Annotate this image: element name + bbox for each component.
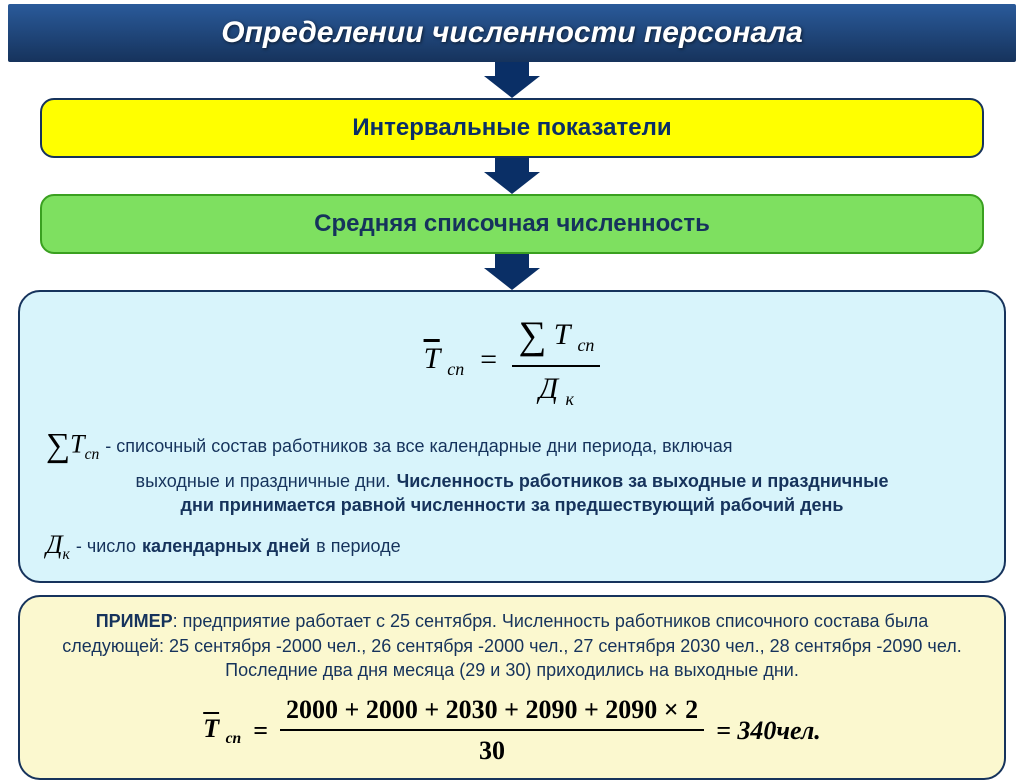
- example-label: ПРИМЕР: [96, 611, 173, 631]
- ex-den: 30: [473, 733, 511, 768]
- def1-sigma: ∑: [46, 423, 70, 469]
- def1-T: T: [70, 430, 84, 459]
- formula-lhs-sub: сп: [447, 359, 464, 379]
- box-interval-indicators: Интервальные показатели: [40, 98, 984, 158]
- def2-text-c: в периоде: [316, 534, 401, 558]
- def-1: ∑Tсп - списочный состав работников за вс…: [46, 423, 978, 469]
- ex-eq: =: [253, 713, 268, 748]
- def1-text-b: выходные и праздничные дни.: [136, 469, 391, 493]
- ex-num: 2000 + 2000 + 2030 + 2090 + 2090 × 2: [280, 692, 704, 727]
- def1-text-c: Численность работников за выходные и пра…: [397, 469, 889, 493]
- formula-num-sub: сп: [577, 335, 594, 355]
- def2-text-b: календарных дней: [142, 534, 310, 558]
- ex-rhs: = 340чел.: [716, 713, 821, 748]
- formula-den-sub: к: [566, 389, 574, 409]
- formula-panel: T сп = ∑ T сп Д к ∑Tсп - списочный соста…: [18, 290, 1006, 583]
- arrow-2: [0, 158, 1024, 194]
- arrow-1: [0, 62, 1024, 98]
- formula-lhs-T: T: [424, 342, 440, 375]
- def2-sym: Д: [46, 530, 63, 559]
- def1-text-d: дни принимается равной численности за пр…: [181, 493, 844, 517]
- def-1c: дни принимается равной численности за пр…: [46, 493, 978, 517]
- def2-sub: к: [63, 546, 70, 563]
- formula-den: Д: [539, 372, 558, 405]
- ex-lhs-T: T: [203, 714, 219, 743]
- arrow-3: [0, 254, 1024, 290]
- formula-eq: =: [478, 340, 498, 381]
- main-formula: T сп = ∑ T сп Д к: [46, 310, 978, 411]
- def1-sub: сп: [85, 446, 100, 463]
- formula-num-sigma: ∑: [518, 310, 546, 363]
- def1-text-a: - списочный состав работников за все кал…: [105, 434, 732, 458]
- example-text: : предприятие работает с 25 сентября. Чи…: [62, 611, 961, 680]
- def2-text-a: - число: [76, 534, 136, 558]
- ex-lhs-sub: сп: [226, 730, 242, 747]
- box-average-headcount: Средняя списочная численность: [40, 194, 984, 254]
- def-2: Дк - число календарных дней в периоде: [46, 527, 978, 565]
- example-text-block: ПРИМЕР: предприятие работает с 25 сентяб…: [46, 609, 978, 682]
- formula-num-T: T: [554, 318, 570, 351]
- example-formula: T сп = 2000 + 2000 + 2030 + 2090 + 2090 …: [46, 692, 978, 768]
- page-title: Определении численности персонала: [8, 4, 1016, 62]
- def-1b: выходные и праздничные дни. Численность …: [46, 469, 978, 493]
- example-panel: ПРИМЕР: предприятие работает с 25 сентяб…: [18, 595, 1006, 780]
